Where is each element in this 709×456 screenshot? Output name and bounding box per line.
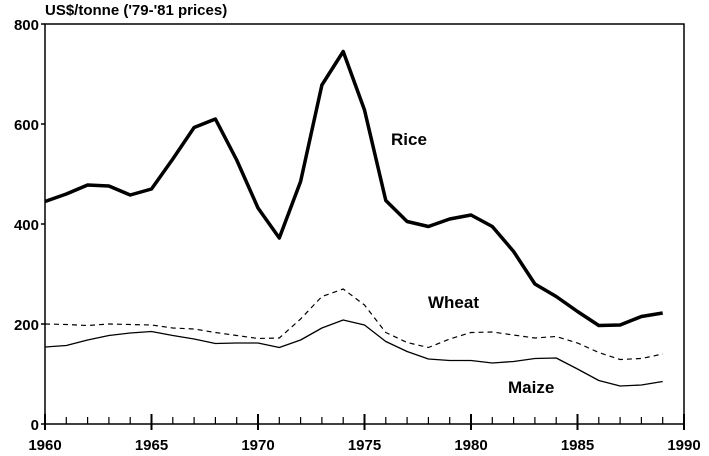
y-tick-label: 200 (14, 317, 39, 334)
x-tick-label: 1960 (28, 437, 61, 454)
x-tick-label: 1985 (561, 437, 594, 454)
y-tick-label: 600 (14, 117, 39, 134)
x-tick-label: 1965 (135, 437, 168, 454)
x-tick-label: 1970 (241, 437, 274, 454)
series-line-maize (44, 319, 663, 387)
series-line-rice (44, 49, 663, 328)
series-label-rice: Rice (391, 130, 427, 149)
y-tick-label: 0 (31, 417, 39, 434)
series-label-wheat: Wheat (428, 293, 479, 312)
y-axis-label: US$/tonne ('79-'81 prices) (45, 2, 227, 19)
x-tick-label: 1980 (454, 437, 487, 454)
y-tick-label: 800 (14, 17, 39, 34)
series-label-maize: Maize (508, 378, 554, 397)
x-tick-label: 1975 (348, 437, 381, 454)
x-tick-label: 1990 (667, 437, 700, 454)
series-line-wheat (44, 288, 663, 361)
plot-frame (44, 23, 685, 425)
y-tick-label: 400 (14, 217, 39, 234)
